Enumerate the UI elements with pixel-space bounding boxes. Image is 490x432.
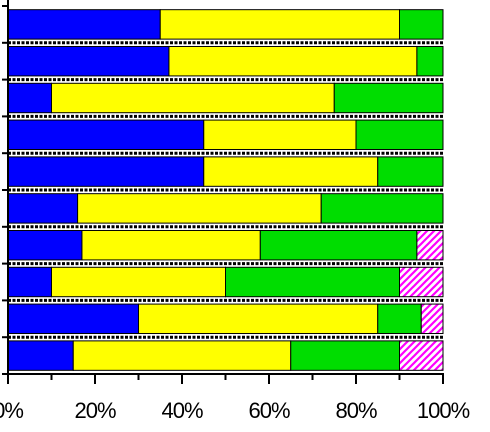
bar-segment-4-1 bbox=[7, 119, 205, 151]
bar-segment-7-1 bbox=[7, 229, 83, 261]
bar-segment-2-3 bbox=[416, 45, 444, 77]
bar-segment-6-3 bbox=[320, 193, 444, 224]
bar-segment-8-1 bbox=[7, 266, 52, 298]
bar-segment-8-4 bbox=[399, 266, 444, 298]
bar-segment-10-1 bbox=[7, 340, 74, 371]
bar-segment-7-4 bbox=[416, 229, 444, 261]
bar-segment-4-3 bbox=[355, 119, 444, 151]
bars bbox=[7, 9, 444, 371]
bar-segment-7-3 bbox=[259, 229, 418, 261]
bar-segment-1-1 bbox=[7, 9, 161, 40]
x-tick-label: 60% bbox=[248, 398, 289, 423]
grid-lines bbox=[8, 41, 443, 339]
bar-segment-5-1 bbox=[7, 156, 205, 187]
x-tick-label: 40% bbox=[161, 398, 202, 423]
bar-segment-1-3 bbox=[399, 9, 444, 40]
bar-segment-9-2 bbox=[138, 303, 379, 335]
bar-segment-6-2 bbox=[77, 193, 322, 224]
bar-segment-9-1 bbox=[7, 303, 139, 335]
bar-segment-1-2 bbox=[159, 9, 400, 40]
bar-segment-8-2 bbox=[51, 266, 226, 298]
x-tick-label: 100% bbox=[417, 398, 470, 423]
bar-segment-2-2 bbox=[168, 45, 418, 77]
bar-segment-5-2 bbox=[203, 156, 379, 187]
bar-segment-3-1 bbox=[7, 82, 52, 114]
bar-segment-5-3 bbox=[377, 156, 444, 187]
bar-segment-8-3 bbox=[225, 266, 400, 298]
bar-segment-9-4 bbox=[420, 303, 444, 335]
bar-segment-10-2 bbox=[72, 340, 292, 371]
x-tick-label: 80% bbox=[335, 398, 376, 423]
bar-segment-10-3 bbox=[290, 340, 400, 371]
bar-segment-6-1 bbox=[7, 193, 79, 224]
bar-segment-4-2 bbox=[203, 119, 357, 151]
bar-segment-3-3 bbox=[333, 82, 444, 114]
x-axis bbox=[2, 0, 444, 384]
bar-segment-2-1 bbox=[7, 45, 170, 77]
bar-segment-3-2 bbox=[51, 82, 335, 114]
bar-segment-10-4 bbox=[399, 340, 444, 371]
x-tick-label: 20% bbox=[74, 398, 115, 423]
x-tick-labels: 0% 20% 40% 60% 80% 100% bbox=[0, 398, 471, 423]
x-tick-label: 0% bbox=[0, 398, 23, 423]
bar-segment-9-3 bbox=[377, 303, 422, 335]
bar-segment-7-2 bbox=[81, 229, 261, 261]
